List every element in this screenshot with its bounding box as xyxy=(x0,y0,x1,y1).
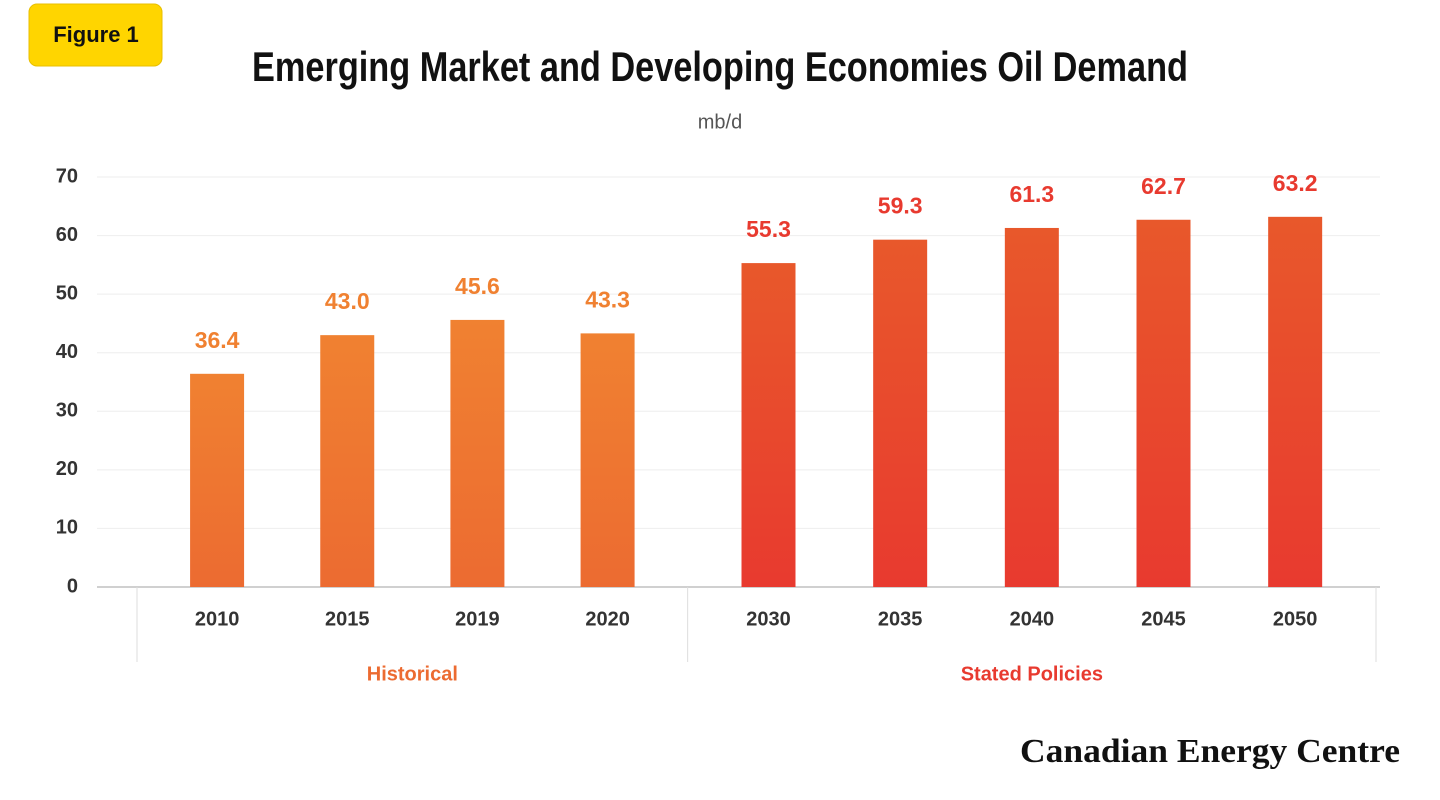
data-label: 43.3 xyxy=(585,286,630,312)
bar xyxy=(190,373,245,587)
y-tick-label: 40 xyxy=(56,341,78,363)
y-tick-label: 60 xyxy=(56,224,78,246)
bar xyxy=(741,263,796,587)
bar xyxy=(1268,216,1323,588)
x-tick-label: 2019 xyxy=(455,608,500,630)
brand: Canadian Energy Centre xyxy=(1020,733,1400,770)
x-tick-label: 2020 xyxy=(585,608,630,630)
data-label: 59.3 xyxy=(878,193,923,219)
chart-subtitle: mb/d xyxy=(698,111,742,133)
bar xyxy=(580,333,635,587)
data-label: 45.6 xyxy=(455,273,500,299)
x-tick-label: 2015 xyxy=(325,608,370,630)
y-tick-label: 20 xyxy=(56,458,78,480)
x-tick-label: 2045 xyxy=(1141,608,1186,630)
data-label: 61.3 xyxy=(1009,181,1054,207)
x-tick-label: 2010 xyxy=(195,608,240,630)
x-tick-label: 2030 xyxy=(746,608,791,630)
y-tick-label: 10 xyxy=(56,517,78,539)
figure-badge-text: Figure 1 xyxy=(53,22,139,47)
chart-title: Emerging Market and Developing Economies… xyxy=(252,43,1188,90)
y-tick-label: 0 xyxy=(67,575,78,597)
x-tick-label: 2040 xyxy=(1010,608,1055,630)
x-tick-label: 2050 xyxy=(1273,608,1318,630)
y-tick-label: 70 xyxy=(56,165,78,187)
figure-badge xyxy=(28,3,163,67)
data-label: 36.4 xyxy=(195,327,240,353)
bar xyxy=(1136,219,1191,587)
bar xyxy=(320,335,375,587)
data-label: 63.2 xyxy=(1273,170,1318,196)
x-tick-label: 2035 xyxy=(878,608,923,630)
bar xyxy=(450,319,505,587)
data-label: 43.0 xyxy=(325,288,370,314)
y-tick-label: 50 xyxy=(56,282,78,304)
bar xyxy=(1004,227,1059,587)
data-label: 62.7 xyxy=(1141,173,1186,199)
data-label: 55.3 xyxy=(746,216,791,242)
group-label: Stated Policies xyxy=(961,663,1103,685)
group-label: Historical xyxy=(367,663,458,685)
bar xyxy=(873,239,928,587)
y-tick-label: 30 xyxy=(56,400,78,422)
